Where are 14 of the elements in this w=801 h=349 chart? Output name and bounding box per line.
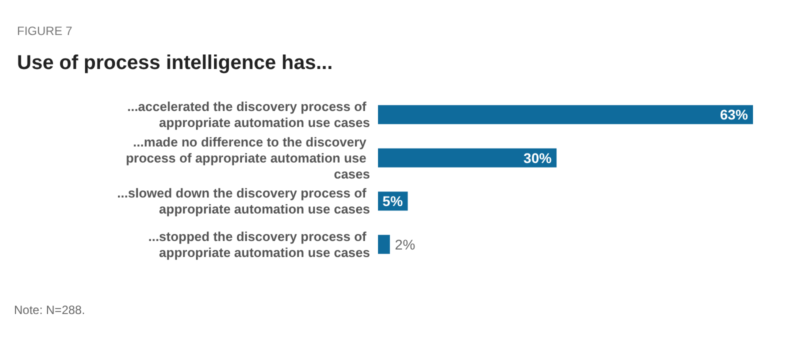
y-tick-label: ...made no difference to the discovery process of appropriate automation use cases: [126, 134, 370, 182]
data-label: 63%: [720, 106, 749, 123]
y-tick-label: ...slowed down the discovery process of appropriate automation use cases: [117, 186, 370, 217]
bar: [378, 234, 390, 254]
bar: [378, 105, 753, 124]
text: FIGURE 7: [17, 24, 73, 38]
y-tick-label: ...stopped the discovery process of appropriate automation use cases: [148, 228, 370, 260]
data-label: 5%: [382, 193, 404, 210]
data-label: 2%: [394, 236, 416, 252]
data-label: 30%: [524, 150, 552, 166]
text: Use of process intelligence has...: [17, 52, 333, 74]
bar: [378, 148, 557, 168]
text: Note: N=288.: [14, 303, 86, 317]
y-tick-label: ...accelerated the discovery process of appropriate automation use cases: [127, 99, 370, 130]
